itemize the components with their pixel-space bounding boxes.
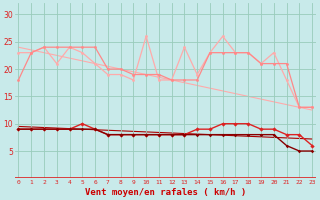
- X-axis label: Vent moyen/en rafales ( km/h ): Vent moyen/en rafales ( km/h ): [85, 188, 246, 197]
